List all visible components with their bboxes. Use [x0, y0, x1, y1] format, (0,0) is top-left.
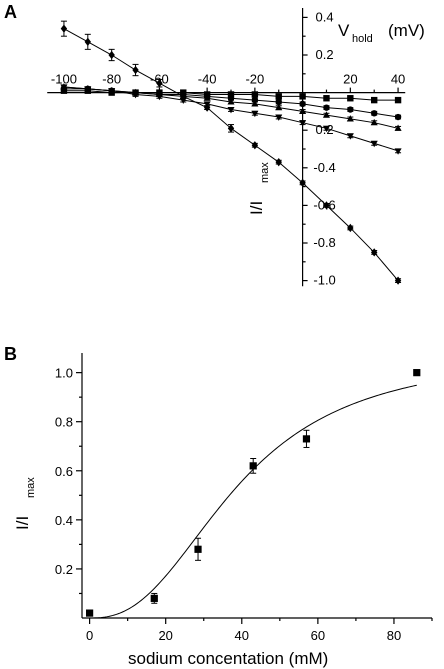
panel-a-ytick-label: -0.4: [313, 160, 335, 175]
panel-a-xtick-label: -40: [198, 72, 217, 87]
panel-b-axes: 0 20 40 60 80 0.2 0.4 0.6 0.8 1.0: [55, 353, 433, 643]
panel-a-xtick-label: -20: [245, 72, 264, 87]
panel-b-point: [302, 435, 311, 443]
panel-a-series-0-point: [371, 248, 378, 257]
panel-a-xtick-label: 40: [391, 72, 405, 87]
panel-a-series-0-point: [108, 50, 115, 60]
panel-a-series-0-point: [323, 201, 330, 210]
panel-a-series-2-point: [370, 118, 378, 126]
panel-a-series-2-point: [299, 107, 307, 114]
panel-a-series-0-point: [132, 65, 139, 75]
panel-a-series-3-point: [251, 96, 259, 104]
panel-b-point: [194, 545, 202, 553]
panel-a-series-0-point: [227, 124, 235, 133]
panel-a-series-4-point: [156, 89, 163, 96]
panel-b-point: [86, 609, 94, 617]
panel-a-ylabel-main: I/I: [247, 201, 266, 215]
panel-a-series-1-point: [370, 140, 378, 148]
panel-a-series-1-point: [251, 110, 259, 118]
panel-b-xtick-label: 20: [158, 628, 172, 643]
panel-a-series-2-point: [394, 124, 402, 131]
panel-b-ytick-label: 0.8: [55, 415, 73, 430]
panel-a-series-4-point: [203, 91, 211, 98]
panel-b-xtick-label: 80: [387, 628, 401, 643]
panel-b-xlabel: sodium concentation (mM): [128, 649, 328, 668]
panel-a-series-3-point: [371, 110, 378, 117]
panel-a-series-0-point: [347, 223, 354, 233]
panel-a-xtick-label: 20: [343, 72, 357, 87]
panel-b-ylabel-sub: max: [25, 477, 37, 498]
panel-a-series-0-point: [251, 141, 259, 150]
panel-a-series-0-point: [60, 24, 68, 33]
panel-b-point: [150, 594, 158, 602]
panel-a-series-4-point: [60, 87, 68, 94]
panel-a-ylabel-sub: max: [259, 162, 271, 183]
panel-a-series-3-point: [323, 104, 330, 111]
panel-a-xlabel: V: [338, 21, 350, 40]
panel-a-series-1-point: [322, 125, 330, 133]
panel-a-series-0-point: [275, 158, 282, 167]
panel-a-ytick-label: -0.8: [313, 235, 335, 250]
panel-a-series-1-point: [203, 101, 211, 108]
panel-a-series-0-point: [299, 178, 306, 187]
panel-a-series-1-point: [179, 97, 187, 104]
panel-a-series-4-point: [227, 91, 235, 98]
panel-a-series-3-point: [299, 100, 306, 108]
panel-b-ytick-label: 0.2: [55, 562, 73, 577]
panel-a-series-0-point: [156, 79, 163, 88]
panel-a-series-4-point: [108, 89, 115, 96]
panel-a-ylabel: I/I max: [247, 162, 271, 215]
panel-a-series-4-point: [180, 89, 187, 96]
panel-b-point: [249, 462, 257, 470]
panel-a-chart: -100-80-60-40-2020400.40.20.2-0.4-0.6-0.…: [47, 8, 425, 288]
panel-a-series-0-point: [84, 37, 91, 46]
panel-a-series-2-point: [275, 103, 283, 111]
panel-a-series-4-point: [299, 93, 306, 100]
panel-a-data: [60, 20, 402, 285]
panel-b-point: [413, 369, 421, 377]
panel-a-series-1-point: [275, 114, 283, 121]
panel-b-xtick-label: 40: [235, 628, 249, 643]
panel-a-axes: -100-80-60-40-2020400.40.20.2-0.4-0.6-0.…: [47, 8, 405, 288]
panel-a-series-4-point: [323, 95, 330, 102]
panel-a-series-0-point: [394, 276, 402, 285]
panel-b-xtick-label: 60: [311, 628, 325, 643]
panel-a-letter: A: [4, 2, 17, 22]
panel-a-series-0-line: [63, 28, 399, 281]
panel-a-series-4-point: [84, 87, 91, 94]
panel-b-ytick-label: 1.0: [55, 366, 73, 381]
panel-a-series-3-point: [394, 113, 402, 121]
panel-a-series-4-point: [251, 91, 259, 98]
panel-b-xtick-label: 0: [86, 628, 93, 643]
panel-b-ylabel-main: I/I: [13, 516, 32, 530]
panel-a-series-4-point: [371, 96, 378, 104]
panel-a-series-1-point: [346, 133, 354, 140]
panel-a-ytick-label: 0.4: [316, 9, 334, 24]
panel-a-series-1-point: [394, 148, 402, 155]
panel-a-series-4-point: [132, 89, 139, 96]
panel-b-data: [86, 369, 421, 619]
panel-a-xtick-label: -80: [102, 72, 121, 87]
panel-b-fit-curve: [89, 384, 417, 619]
panel-a-series-4-point: [347, 95, 354, 102]
panel-a-xtick-label: -100: [51, 72, 77, 87]
panel-a-series-2-point: [322, 111, 330, 118]
panel-a-series-1-point: [227, 106, 235, 114]
panel-b-ytick-label: 0.6: [55, 464, 73, 479]
panel-a-ytick-label: 0.2: [316, 47, 334, 62]
panel-a-series-1-point: [299, 120, 307, 127]
panel-b-ytick-label: 0.4: [55, 513, 73, 528]
panel-b-chart: 0 20 40 60 80 0.2 0.4 0.6 0.8 1.0 sodium concenta…: [13, 353, 433, 668]
panel-b-letter: B: [4, 344, 17, 364]
panel-a-series-3-point: [347, 106, 354, 113]
panel-a-series-2-point: [346, 115, 354, 122]
panel-a-ytick-label: -1.0: [313, 273, 335, 288]
panel-a-xlabel-sub: hold: [352, 33, 373, 45]
panel-b-ylabel: I/I max: [13, 477, 37, 530]
panel-a-series-3-point: [275, 98, 282, 106]
panel-a-series-4-point: [275, 93, 282, 100]
panel-a-xlabel-unit: (mV): [388, 21, 425, 40]
panel-a-series-4-point: [394, 96, 402, 104]
